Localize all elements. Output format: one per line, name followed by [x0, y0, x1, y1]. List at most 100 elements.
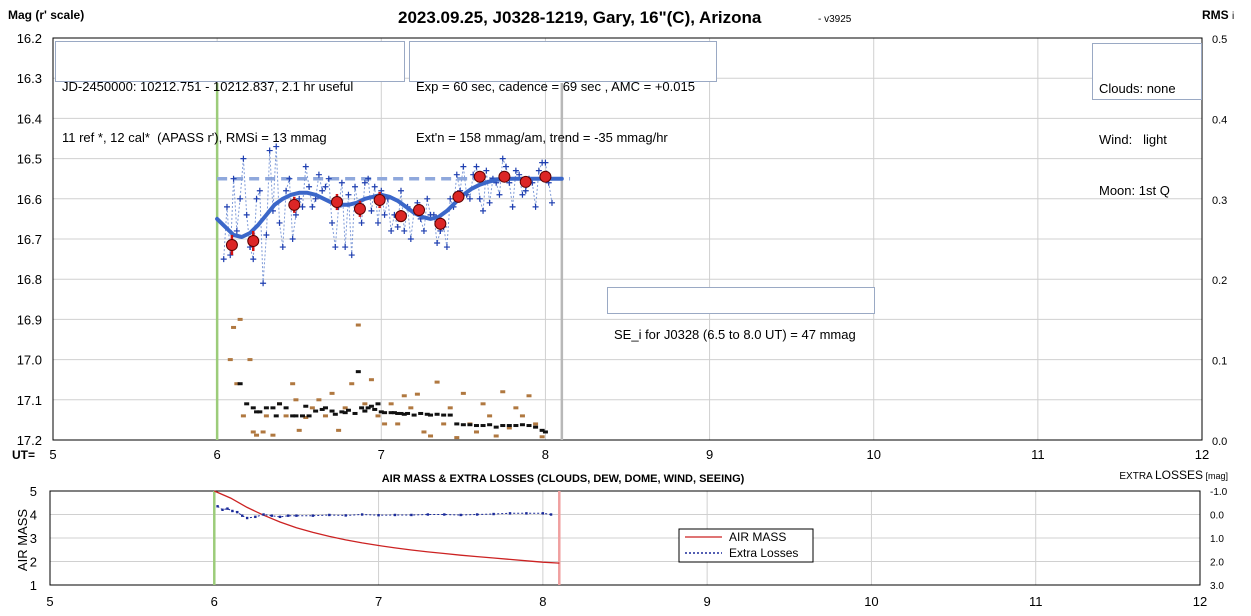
raw-data-point [352, 183, 359, 190]
y2-tick-label: 0.3 [1212, 195, 1227, 207]
rms-dash-black [263, 406, 269, 410]
rms-dash-black [526, 424, 532, 428]
raw-data-point [447, 195, 454, 202]
raw-data-point [223, 203, 230, 210]
raw-data-point [516, 171, 523, 178]
raw-data-point [296, 195, 303, 202]
rms-dash-brown [493, 434, 499, 438]
model-fit-curve [215, 176, 564, 239]
rms-dash-brown [250, 430, 256, 434]
rms-dash-black [493, 425, 499, 429]
y-tick-label: 16.5 [17, 152, 42, 167]
exposure-info-box: Exp = 60 sec, cadence = 69 sec , AMC = +… [409, 41, 717, 145]
rms-dash-black [250, 406, 256, 410]
rms-dash-black [345, 408, 351, 412]
rms-dash-brown [487, 414, 493, 418]
raw-data-point [453, 171, 460, 178]
raw-data-point [243, 211, 250, 218]
rms-dash-black [322, 406, 328, 410]
raw-data-point [381, 211, 388, 218]
rms-dash-brown [421, 430, 427, 434]
lower-x-tick-label: 8 [539, 594, 546, 609]
raw-data-point [283, 187, 290, 194]
raw-data-point [260, 280, 267, 287]
chart-title: 2023.09.25, J0328-1219, Gary, 16"(C), Ar… [398, 8, 762, 27]
extra-losses-point [231, 509, 234, 513]
raw-data-point [434, 240, 441, 247]
rms-dash-black [270, 406, 276, 410]
y2-tick-label: 0.2 [1212, 275, 1227, 287]
raw-data-point [476, 195, 483, 202]
y2-tick-label: 0.4 [1212, 114, 1227, 126]
raw-data-point [378, 187, 385, 194]
rms-dash-black [382, 411, 388, 415]
extra-losses-point [549, 513, 553, 516]
raw-data-point [345, 191, 352, 198]
extra-losses-point [525, 512, 528, 515]
rms-dash-black [365, 406, 371, 410]
y-tick-label: 16.3 [17, 71, 42, 86]
extra-losses-point [245, 516, 249, 520]
raw-data-point [443, 244, 450, 251]
rms-dash-brown [533, 422, 539, 426]
rms-dash-black [454, 422, 460, 426]
rms-dash-brown [519, 414, 525, 418]
rms-dash-black [480, 424, 486, 428]
rms-dash-brown [293, 398, 299, 402]
exposure-info-line2: Ext'n = 158 mmag/am, trend = -35 mmag/hr [416, 130, 668, 145]
binned-data-point [498, 170, 511, 183]
raw-data-point [306, 183, 313, 190]
y-tick-label: 16.9 [17, 312, 42, 327]
lower-y-axis-label: AIR MASS [15, 509, 30, 571]
lower-y2-tick-label: -1.0 [1210, 487, 1228, 498]
rms-dash-black [355, 370, 361, 374]
rms-dash-brown [454, 436, 460, 440]
extra-losses-point [328, 513, 331, 517]
raw-data-point [319, 187, 326, 194]
rms-dash-brown [283, 414, 289, 418]
rms-dash-brown [513, 406, 519, 410]
rms-dash-black [401, 412, 407, 416]
lower-y2-tick-label: 2.0 [1210, 558, 1224, 569]
y-tick-label: 16.2 [17, 31, 42, 46]
rms-dash-black [283, 406, 289, 410]
extra-losses-point [426, 513, 430, 516]
rms-dash-black [405, 411, 411, 415]
extra-losses-point [410, 513, 413, 517]
extra-losses-point [377, 514, 380, 517]
lower-y-tick-label: 1 [30, 578, 37, 593]
raw-data-point [276, 219, 283, 226]
raw-data-point [509, 203, 516, 210]
exposure-info-line1: Exp = 60 sec, cadence = 69 sec , AMC = +… [416, 79, 695, 94]
rms-dash-black [398, 411, 404, 415]
extra-losses-point [226, 507, 229, 510]
rms-dash-brown [382, 422, 388, 426]
lower-y-tick-label: 4 [30, 508, 37, 523]
x-tick-label: 5 [49, 447, 56, 462]
rms-dash-black [434, 412, 440, 416]
x-tick-label: 12 [1195, 447, 1209, 462]
raw-data-point [512, 167, 519, 174]
binned-data-point [373, 194, 386, 207]
rms-dash-brown [240, 414, 246, 418]
rms-dash-black [539, 428, 545, 432]
raw-data-point [401, 227, 408, 234]
raw-data-point [233, 227, 240, 234]
se-info-box: SE_i for J0328 (6.5 to 8.0 UT) = 47 mmag [607, 287, 875, 342]
rms-dash-black [411, 413, 417, 417]
rms-dash-black [460, 423, 466, 427]
extra-losses-point [254, 515, 257, 519]
y2-axis-label: RMS i [1202, 8, 1234, 22]
y-tick-label: 16.8 [17, 272, 42, 287]
rms-dash-brown [368, 378, 374, 382]
extra-losses-point [492, 512, 495, 516]
lower-x-tick-label: 5 [46, 594, 53, 609]
raw-data-point [263, 231, 270, 238]
extra-losses-point [287, 514, 290, 517]
conditions-moon: Moon: 1st Q [1099, 183, 1170, 198]
rms-dash-brown [460, 391, 466, 395]
lower-y-tick-label: 5 [30, 484, 37, 499]
conditions-box: Clouds: none Wind: light Moon: 1st Q [1092, 43, 1202, 198]
binned-data-point [452, 190, 465, 203]
raw-data-point [220, 256, 227, 263]
